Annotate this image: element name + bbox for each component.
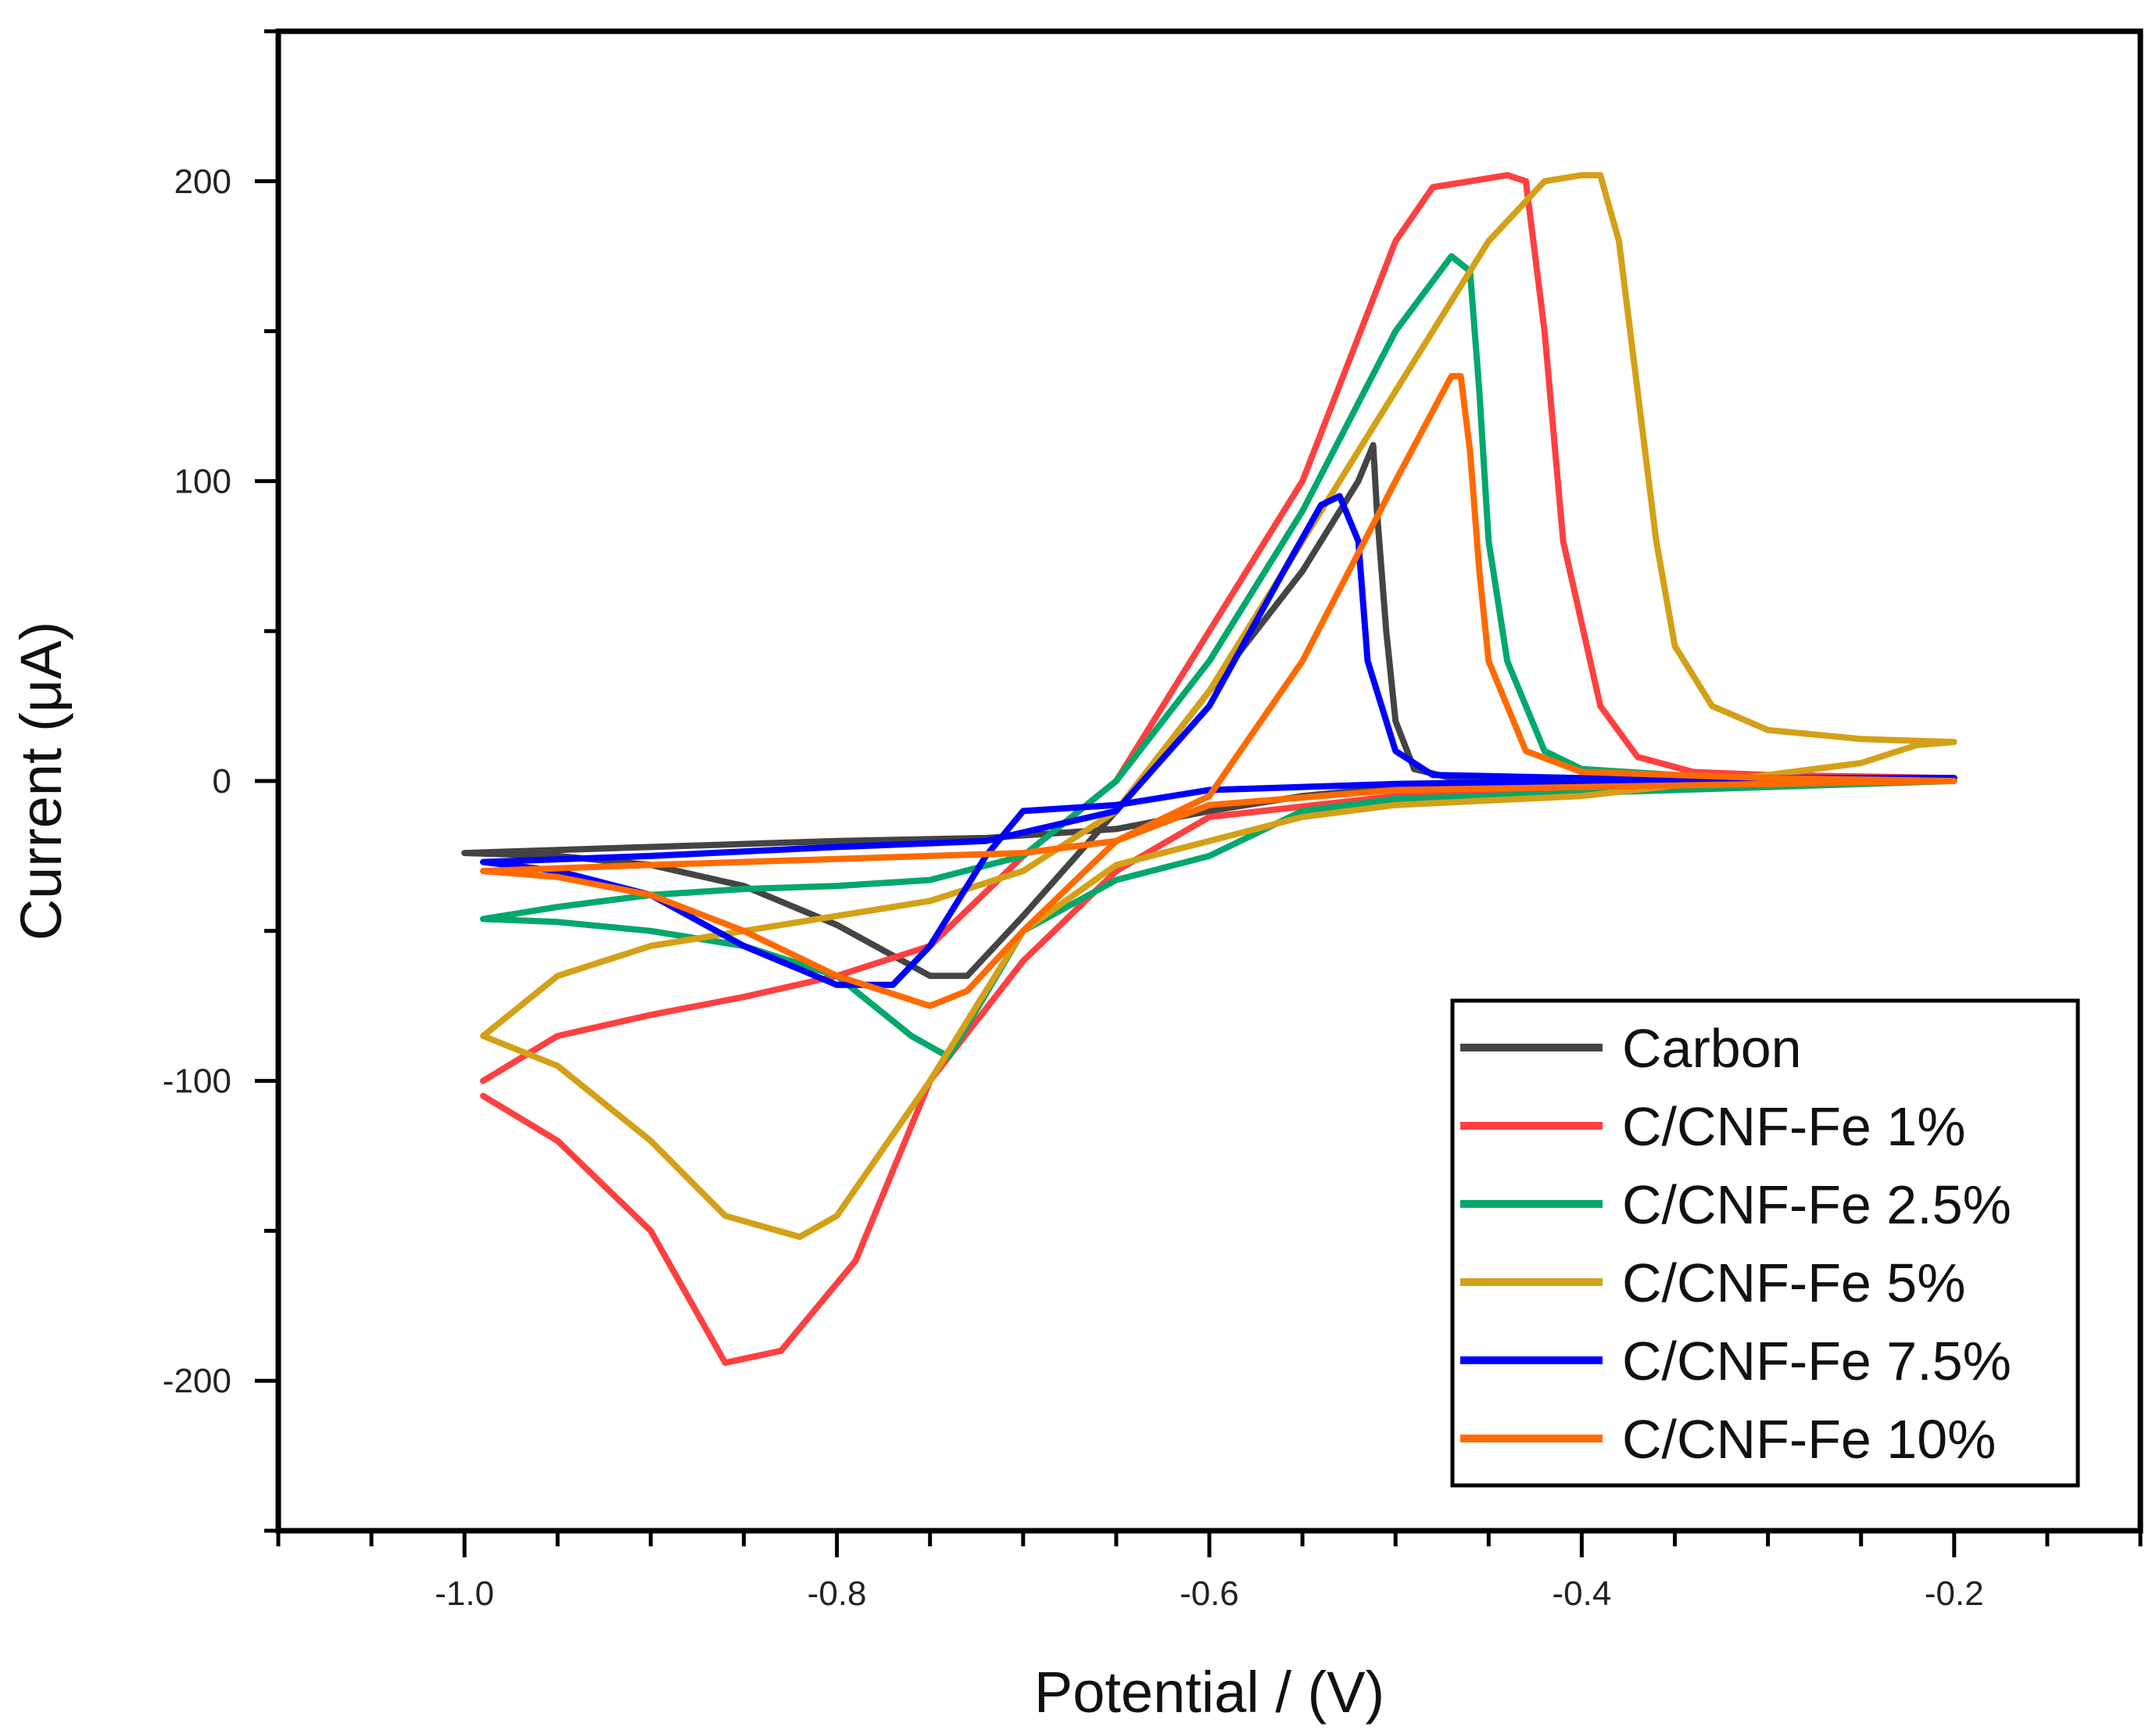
y-axis-title: Current (μA) [9,622,73,941]
x-tick-label: -0.6 [1180,1575,1239,1613]
legend-label: C/CNF-Fe 1% [1622,1096,1965,1157]
y-tick-label: 100 [174,462,231,500]
series-line [480,373,1957,1009]
plot-frame [275,28,2143,1534]
axis-layer: -1.0 -0.8 -0.6 -0.4 -0.2 -200 -100 0 100 200 [163,29,2143,1613]
legend-label: C/CNF-Fe 5% [1622,1252,1965,1313]
legend-label: C/CNF-Fe 2.5% [1622,1174,2011,1235]
legend-label: C/CNF-Fe 7.5% [1622,1331,2011,1392]
y-tick-label: -200 [163,1362,231,1400]
series-line [461,442,1957,980]
legend-box [1450,998,2080,1488]
x-tick-label: -0.2 [1925,1575,1984,1613]
y-tick-label: -100 [163,1062,231,1101]
x-axis-title: Potential / (V) [1034,1660,1384,1725]
y-tick-label: 0 [213,762,231,801]
legend-label: Carbon [1622,1018,1802,1079]
series-layer [461,172,1957,1367]
x-tick-label: -0.4 [1552,1575,1611,1613]
x-tick-label: -0.8 [808,1575,867,1613]
x-tick-label: -1.0 [435,1575,494,1613]
series-line [480,172,1957,1367]
legend: Carbon C/CNF-Fe 1% C/CNF-Fe 2.5% C/CNF-Fe 5… [1450,998,2080,1488]
y-tick-label: 200 [174,163,231,201]
legend-label: C/CNF-Fe 10% [1622,1409,1996,1470]
legend-items: Carbon C/CNF-Fe 1% C/CNF-Fe 2.5% C/CNF-Fe 5… [1460,1018,2011,1470]
